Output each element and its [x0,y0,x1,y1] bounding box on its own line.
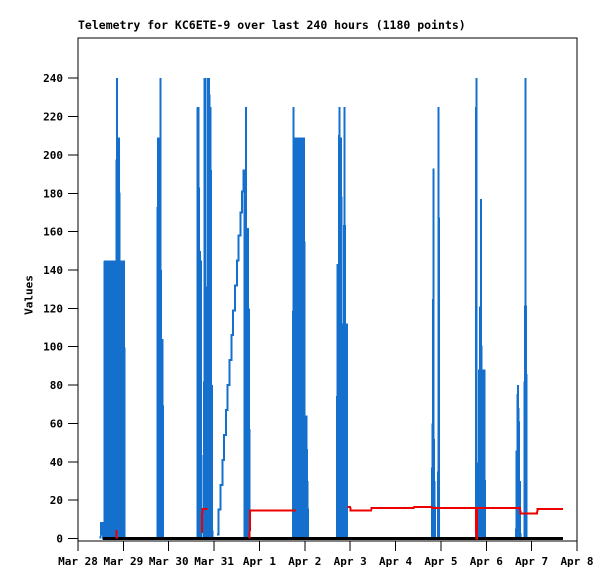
x-tick-label: Mar 30 [149,555,189,568]
series-channel-1-blue [216,106,251,539]
series-channel-1-blue [196,78,214,540]
x-tick-label: Apr 6 [470,555,503,568]
y-tick-label: 220 [43,111,63,124]
series-channel-1-blue [336,106,349,539]
x-tick-label: Apr 3 [334,555,367,568]
y-tick-label: 40 [50,456,63,469]
y-tick-label: 140 [43,264,63,277]
x-tick-label: Mar 29 [103,555,143,568]
plot-border [77,37,578,542]
x-tick-label: Apr 4 [379,555,412,568]
series-channel-3-red [248,509,296,539]
series-channel-1-blue [515,78,528,540]
x-tick-label: Mar 28 [58,555,98,568]
y-tick-label: 200 [43,149,63,162]
y-tick-label: 180 [43,187,63,200]
y-tick-label: 60 [50,417,63,430]
chart-title: Telemetry for KC6ETE-9 over last 240 hou… [78,18,466,32]
y-tick-label: 100 [43,341,63,354]
x-tick-label: Apr 2 [288,555,321,568]
series-channel-3-red [201,507,208,533]
y-axis-label: Values [22,275,36,315]
y-tick-label: 0 [56,533,63,546]
x-tick-label: Mar 31 [194,555,234,568]
series-channel-3-red [347,505,563,540]
x-tick-label: Apr 1 [243,555,276,568]
y-tick-label: 120 [43,302,63,315]
y-tick-label: 20 [50,494,63,507]
y-tick-label: 240 [43,72,63,85]
y-tick-label: 80 [50,379,63,392]
series-channel-1-blue [474,78,486,540]
series-channel-1-blue [292,106,309,540]
x-tick-label: Apr 8 [560,555,593,568]
x-tick-label: Apr 7 [515,555,548,568]
y-tick-label: 160 [43,226,63,239]
series-channel-1-blue [430,106,441,540]
series-channel-1-blue [156,78,165,539]
series-channel-1-blue [99,78,126,540]
x-tick-label: Apr 5 [424,555,457,568]
